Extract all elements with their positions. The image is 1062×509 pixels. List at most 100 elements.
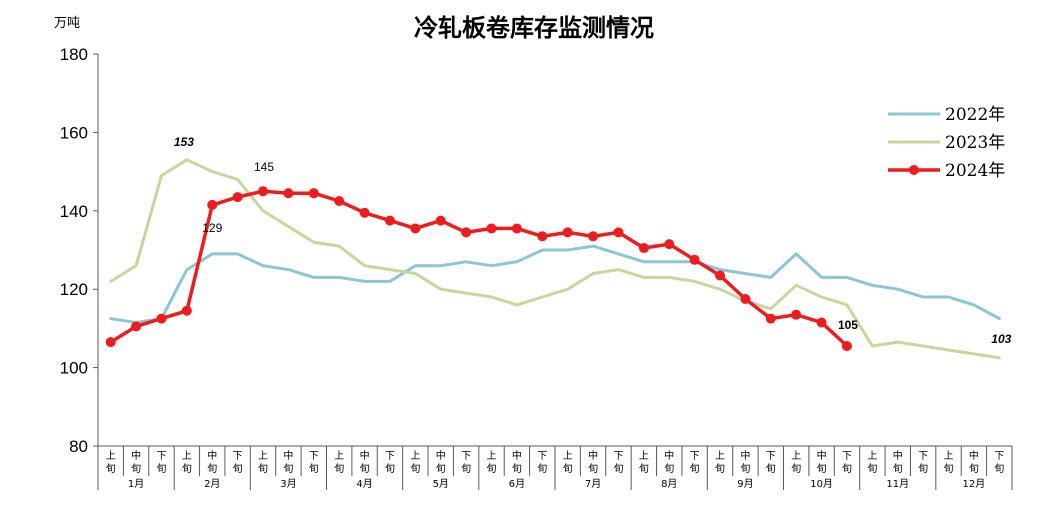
- data-point: [410, 223, 421, 234]
- data-point: [511, 223, 522, 234]
- x-tick-label-bottom: 旬: [893, 462, 903, 475]
- data-point: [105, 337, 116, 348]
- data-label: 153: [174, 135, 194, 149]
- axes: 80100120140160180上旬中旬下旬上旬中旬下旬上旬中旬下旬上旬中旬下…: [60, 45, 1013, 490]
- x-tick-label-bottom: 旬: [410, 462, 420, 475]
- y-tick-label: 100: [60, 359, 88, 378]
- y-tick-label: 180: [60, 45, 88, 64]
- data-point: [562, 227, 573, 238]
- x-tick-label-bottom: 旬: [918, 462, 928, 475]
- legend-label: 2022年: [945, 105, 1005, 125]
- x-tick-label-bottom: 旬: [385, 462, 395, 475]
- x-tick-label-bottom: 旬: [690, 462, 700, 475]
- x-tick-label-top: 中: [740, 449, 750, 462]
- y-tick-label: 160: [60, 123, 88, 142]
- data-point: [537, 231, 548, 242]
- x-tick-label-bottom: 旬: [994, 462, 1004, 475]
- x-tick-label-top: 下: [690, 451, 700, 462]
- data-label: 105: [838, 318, 858, 332]
- x-tick-label-bottom: 旬: [283, 462, 293, 475]
- x-tick-label-bottom: 旬: [969, 462, 979, 475]
- month-label: 11月: [886, 478, 909, 490]
- x-tick-label-top: 下: [918, 451, 928, 462]
- x-tick-label-bottom: 旬: [207, 462, 217, 475]
- x-tick-label-top: 上: [334, 450, 344, 462]
- x-tick-label-bottom: 旬: [334, 462, 344, 475]
- x-tick-label-bottom: 旬: [867, 462, 877, 475]
- month-label: 7月: [585, 478, 601, 490]
- series-2023年: [109, 158, 1001, 360]
- x-tick-label-top: 中: [969, 449, 979, 462]
- x-tick-label-top: 上: [258, 450, 268, 462]
- data-point: [740, 294, 751, 304]
- x-tick-label-top: 下: [537, 451, 547, 462]
- x-tick-label-bottom: 旬: [715, 462, 725, 475]
- legend-item: 2024年: [888, 161, 1005, 181]
- x-tick-label-bottom: 旬: [613, 462, 623, 475]
- x-tick-label-top: 上: [715, 450, 725, 462]
- x-tick-label-bottom: 旬: [537, 462, 547, 475]
- y-tick-label: 140: [60, 202, 88, 221]
- data-point: [283, 188, 294, 199]
- data-point: [841, 341, 852, 352]
- data-label: 129: [202, 221, 222, 235]
- data-point: [664, 239, 675, 250]
- x-tick-label-top: 下: [994, 451, 1004, 462]
- x-tick-label-top: 下: [233, 451, 243, 462]
- x-tick-label-top: 下: [385, 451, 395, 462]
- x-tick-label-bottom: 旬: [461, 462, 471, 475]
- x-tick-label-top: 下: [461, 451, 471, 462]
- data-point: [588, 231, 599, 242]
- x-tick-label-bottom: 旬: [182, 462, 192, 475]
- x-tick-label-bottom: 旬: [766, 462, 776, 475]
- x-tick-label-bottom: 旬: [360, 462, 370, 475]
- month-label: 9月: [737, 478, 753, 490]
- data-point: [131, 321, 142, 332]
- x-tick-label-bottom: 旬: [233, 462, 243, 475]
- x-tick-label-bottom: 旬: [512, 462, 522, 475]
- series-2022年: [109, 244, 1001, 324]
- month-label: 6月: [509, 478, 525, 490]
- data-point: [308, 188, 319, 199]
- x-tick-label-top: 中: [817, 449, 827, 462]
- x-tick-label-bottom: 旬: [436, 462, 446, 475]
- series-line: [109, 158, 1001, 360]
- data-point: [384, 215, 395, 226]
- x-tick-label-top: 上: [410, 450, 420, 462]
- data-point: [765, 313, 776, 324]
- series-2024年: [105, 186, 852, 352]
- x-tick-label-bottom: 旬: [487, 462, 497, 475]
- month-label: 8月: [661, 478, 677, 490]
- x-tick-label-top: 上: [563, 450, 573, 462]
- legend-label: 2024年: [945, 161, 1005, 181]
- x-tick-label-top: 下: [309, 451, 319, 462]
- x-tick-label-bottom: 旬: [563, 462, 573, 475]
- series-line: [108, 189, 849, 348]
- data-point: [486, 223, 497, 234]
- data-point: [258, 186, 269, 197]
- x-tick-label-bottom: 旬: [740, 462, 750, 475]
- series-line: [109, 244, 1001, 324]
- series-layer: [105, 158, 1001, 360]
- x-tick-label-bottom: 旬: [944, 462, 954, 475]
- data-point: [181, 305, 192, 316]
- x-tick-label-top: 中: [207, 449, 217, 462]
- chart-title: 冷轧板卷库存监测情况: [414, 14, 654, 42]
- data-label: 103: [991, 332, 1011, 346]
- x-tick-label-top: 上: [867, 450, 877, 462]
- data-point: [791, 309, 802, 320]
- x-tick-label-top: 上: [487, 450, 497, 462]
- x-tick-label-bottom: 旬: [842, 462, 852, 475]
- data-point: [435, 215, 446, 226]
- x-tick-label-top: 中: [131, 449, 141, 462]
- x-tick-label-top: 上: [944, 450, 954, 462]
- x-tick-label-top: 下: [156, 451, 166, 462]
- x-tick-label-top: 下: [613, 451, 623, 462]
- x-tick-label-top: 上: [639, 450, 649, 462]
- data-point: [207, 199, 218, 210]
- x-tick-label-bottom: 旬: [588, 462, 598, 475]
- x-tick-label-bottom: 旬: [791, 462, 801, 475]
- y-tick-label: 80: [69, 437, 88, 456]
- data-point: [613, 227, 624, 238]
